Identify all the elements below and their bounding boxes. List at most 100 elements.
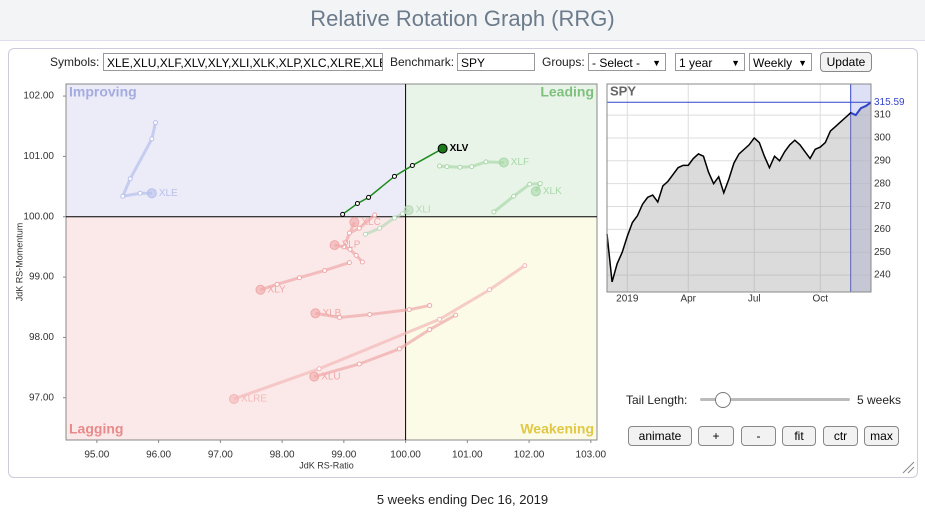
tail-point <box>537 181 543 187</box>
tail-point <box>296 275 302 281</box>
x-tick-label: 2019 <box>616 294 639 305</box>
y-tick-label: 102.00 <box>23 91 54 102</box>
tail-point <box>362 231 368 237</box>
control-button[interactable]: - <box>741 426 776 446</box>
tail-point <box>437 163 443 169</box>
control-button[interactable]: ctr <box>823 426 858 446</box>
x-tick-label: 101.00 <box>452 450 483 461</box>
control-button[interactable]: fit <box>782 426 816 446</box>
slider-handle[interactable] <box>715 392 731 408</box>
tail-point <box>391 215 397 221</box>
slider-track <box>700 398 850 401</box>
head-point <box>437 143 448 154</box>
update-button[interactable]: Update <box>820 52 872 72</box>
page-title: Relative Rotation Graph (RRG) <box>310 6 615 31</box>
head-point <box>530 186 541 197</box>
tail-point <box>322 267 328 273</box>
tail-point <box>120 193 126 199</box>
head-point <box>498 157 509 168</box>
area <box>607 102 871 293</box>
series-label: XLY <box>267 284 285 295</box>
tail-point <box>522 263 528 269</box>
groups-label: Groups: <box>542 55 585 69</box>
tail-point <box>469 164 475 170</box>
x-tick-label: 99.00 <box>331 450 356 461</box>
series-label: XLRE <box>241 394 267 405</box>
tail-point <box>487 287 493 293</box>
tail-point <box>400 211 406 217</box>
tail-point <box>353 252 359 258</box>
y-tick-label: 97.00 <box>29 392 54 403</box>
charts: Improving Leading Lagging Weakening 95.00 96.… <box>14 83 915 474</box>
head-point <box>228 393 239 404</box>
head-point <box>309 371 320 382</box>
tail-point <box>354 200 360 206</box>
x-tick-label: 102.00 <box>514 450 545 461</box>
y-tick-label: 290 <box>874 155 891 166</box>
tail <box>342 147 444 215</box>
tail-point <box>346 230 352 236</box>
x-tick-label: Jul <box>748 294 761 305</box>
benchmark-label: Benchmark: <box>390 55 455 69</box>
y-tick-label: 101.00 <box>23 151 54 162</box>
symbols-input[interactable]: XLE,XLU,XLF,XLV,XLY,XLI,XLK,XLP,XLC,XLRE… <box>103 53 383 71</box>
tail-point <box>391 173 397 179</box>
series-label: XLI <box>416 205 431 216</box>
y-tick-label: 250 <box>874 247 891 258</box>
series-label: XLC <box>361 217 380 228</box>
quadrant-label: Weakening <box>520 421 594 437</box>
resize-grip <box>902 461 915 474</box>
title-bar <box>0 0 925 41</box>
x-tick-label: 100.00 <box>390 450 421 461</box>
tail-point <box>511 193 517 199</box>
y-tick-label: 100.00 <box>23 211 54 222</box>
tail-point <box>483 159 489 165</box>
tail-point <box>427 327 433 333</box>
tail-point <box>359 259 365 265</box>
period-select[interactable]: 1 year <box>675 53 745 71</box>
tail-point <box>149 136 155 142</box>
plot-bg <box>607 84 871 292</box>
tail-point <box>337 315 343 321</box>
footer: 5 weeks ending Dec 16, 2019 <box>376 492 549 507</box>
y-tick-label: 240 <box>874 270 891 281</box>
tail-point <box>356 361 362 367</box>
series-label: XLE <box>159 188 178 199</box>
plot-frame <box>65 83 598 441</box>
tail-point <box>444 164 450 170</box>
tail-length-value: 5 weeks <box>857 393 902 407</box>
series-label: XLV <box>450 143 469 154</box>
tail-point <box>366 194 372 200</box>
quadrant-label: Lagging <box>69 421 123 437</box>
tail-point <box>377 225 383 231</box>
head-point <box>329 240 340 251</box>
control-button[interactable]: max <box>864 426 899 446</box>
control-button[interactable]: + <box>698 426 734 446</box>
x-tick-label: Apr <box>680 294 696 305</box>
head-point <box>310 308 321 319</box>
x-tick-label: 97.00 <box>208 450 233 461</box>
tail-point <box>409 162 415 168</box>
series-label: XLF <box>511 157 529 168</box>
x-tick-label: 103.00 <box>576 450 607 461</box>
head-point <box>403 205 414 216</box>
quadrant-label: Improving <box>69 84 137 100</box>
x-tick-label: 96.00 <box>146 450 171 461</box>
chart-title: SPY <box>610 83 636 98</box>
benchmark-input[interactable]: SPY <box>457 53 535 71</box>
groups-select[interactable]: - Select - <box>588 53 666 71</box>
y-tick-label: 280 <box>874 178 891 189</box>
head-point <box>255 284 266 295</box>
tail-point <box>137 190 143 196</box>
y-tick-label: 98.00 <box>29 332 54 343</box>
interval-select[interactable]: Weekly <box>749 53 812 71</box>
control-button[interactable]: animate <box>628 426 692 446</box>
tail-point <box>343 240 349 246</box>
y-tick-label: 300 <box>874 133 891 144</box>
x-tick-label: 98.00 <box>270 450 295 461</box>
y-tick-label: 310 <box>874 110 891 121</box>
tail-point <box>274 281 280 287</box>
tail-point <box>396 346 402 352</box>
tail-point <box>346 260 352 266</box>
